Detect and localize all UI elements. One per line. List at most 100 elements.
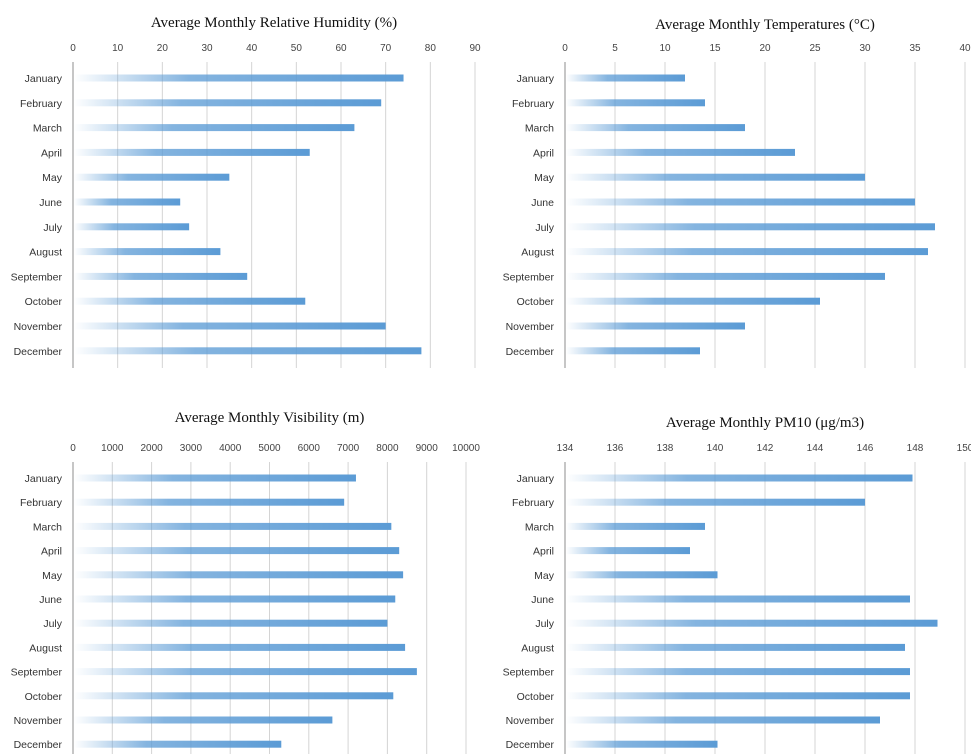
chart-title: Average Monthly Visibility (m) (175, 410, 365, 426)
x-tick-label: 140 (707, 443, 724, 454)
x-tick-label: 70 (380, 43, 392, 54)
category-label: August (521, 642, 554, 654)
category-label: February (20, 98, 63, 110)
bar-march (566, 124, 745, 132)
temperature-chart: Average Monthly Temperatures (°C) 0 5 10 15 2… (503, 17, 971, 368)
category-label: January (517, 473, 555, 485)
bar-december (74, 740, 282, 748)
bar-may (566, 173, 865, 181)
category-label: August (521, 247, 554, 259)
bar-august (566, 248, 928, 256)
bar-may (566, 571, 718, 579)
humidity-chart: Average Monthly Relative Humidity (%) 0 10… (11, 15, 481, 368)
bar-june (566, 198, 915, 206)
category-label: June (39, 197, 62, 209)
category-label: November (506, 715, 555, 727)
category-label: March (525, 521, 554, 533)
category-label: January (25, 73, 63, 85)
category-label: October (25, 691, 63, 703)
bar-november (566, 716, 880, 724)
x-tick-label: 90 (469, 43, 481, 54)
x-tick-label: 150 (957, 443, 971, 454)
x-tick-label: 148 (907, 443, 924, 454)
x-tick-label: 146 (857, 443, 874, 454)
x-tick-label: 40 (246, 43, 258, 54)
chart-title: Average Monthly PM10 (μg/m3) (666, 415, 864, 431)
category-label: July (535, 618, 554, 630)
x-tick-label: 0 (70, 43, 76, 54)
bar-july (74, 619, 388, 627)
bar-july (566, 619, 938, 627)
bar-april (566, 148, 795, 156)
category-label: December (14, 346, 63, 358)
bar-september (566, 668, 910, 676)
x-tick-label: 20 (157, 43, 169, 54)
x-tick-label: 138 (657, 443, 674, 454)
bar-october (74, 297, 306, 305)
category-label: January (517, 73, 555, 85)
bar-march (566, 522, 705, 530)
category-label: December (14, 739, 63, 751)
x-tick-label: 136 (607, 443, 624, 454)
bar-september (74, 272, 248, 280)
bar-october (566, 692, 910, 700)
x-tick-label: 4000 (219, 443, 242, 454)
x-tick-label: 0 (70, 443, 76, 454)
x-tick-label: 10 (659, 43, 671, 54)
category-label: April (533, 147, 554, 159)
bar-february (74, 498, 345, 506)
chart-title: Average Monthly Temperatures (°C) (655, 17, 875, 33)
bar-january (566, 74, 685, 82)
bar-january (74, 474, 356, 482)
category-label: February (512, 497, 555, 509)
chart-title: Average Monthly Relative Humidity (%) (151, 15, 397, 31)
category-label: November (14, 715, 63, 727)
category-label: August (29, 247, 62, 259)
bar-november (566, 322, 745, 330)
x-tick-label: 144 (807, 443, 824, 454)
category-label: April (41, 147, 62, 159)
x-tick-label: 10000 (452, 443, 480, 454)
category-label: February (512, 98, 555, 110)
x-tick-label: 35 (909, 43, 921, 54)
category-label: May (534, 570, 555, 582)
category-label: September (503, 667, 555, 679)
category-label: May (42, 570, 63, 582)
category-label: September (11, 271, 63, 283)
category-label: June (531, 594, 554, 606)
bar-january (74, 74, 404, 82)
bar-november (74, 716, 333, 724)
category-label: March (33, 521, 62, 533)
bar-february (566, 99, 705, 107)
x-tick-label: 5 (612, 43, 618, 54)
category-label: November (14, 321, 63, 333)
x-tick-label: 134 (557, 443, 574, 454)
x-tick-label: 40 (959, 43, 971, 54)
bar-april (74, 148, 310, 156)
x-tick-label: 2000 (140, 443, 163, 454)
bar-february (566, 498, 865, 506)
category-label: February (20, 497, 63, 509)
bar-july (566, 223, 935, 231)
x-tick-label: 7000 (337, 443, 360, 454)
category-label: June (39, 594, 62, 606)
bar-november (74, 322, 386, 330)
bar-february (74, 99, 382, 107)
bar-october (74, 692, 394, 700)
bar-august (74, 248, 221, 256)
bar-september (566, 272, 885, 280)
bar-july (74, 223, 190, 231)
x-tick-label: 1000 (101, 443, 124, 454)
bar-august (566, 643, 905, 651)
x-tick-label: 30 (859, 43, 871, 54)
category-label: December (506, 346, 555, 358)
category-label: July (535, 222, 554, 234)
category-label: October (517, 296, 555, 308)
bar-october (566, 297, 820, 305)
x-tick-label: 60 (335, 43, 347, 54)
bar-may (74, 571, 404, 579)
bar-august (74, 643, 406, 651)
bar-june (74, 595, 396, 603)
category-label: December (506, 739, 555, 751)
category-label: July (43, 222, 62, 234)
